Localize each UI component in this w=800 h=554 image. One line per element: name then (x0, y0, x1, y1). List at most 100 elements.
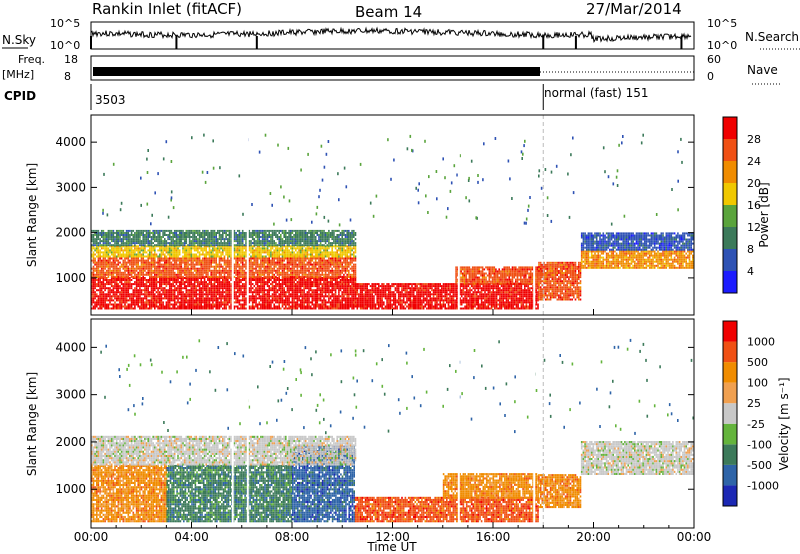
heatmap-cell (333, 273, 335, 276)
heatmap-cell (117, 279, 120, 281)
heatmap-cell (318, 263, 320, 266)
heatmap-cell (155, 305, 158, 308)
heatmap-cell (130, 253, 133, 256)
heatmap-cell (215, 293, 217, 296)
heatmap-cell (162, 269, 164, 272)
heatmap-cell (225, 279, 227, 281)
heatmap-cell (203, 257, 206, 260)
heatmap-cell (197, 299, 199, 302)
heatmap-cell (135, 285, 138, 288)
heatmap-cell (198, 247, 201, 250)
heatmap-cell (255, 275, 257, 278)
heatmap-cell (227, 281, 229, 284)
heatmap-cell (125, 229, 128, 232)
heatmap-cell (112, 303, 115, 306)
heatmap-cell (154, 236, 156, 238)
heatmap-cell (336, 297, 338, 300)
heatmap-cell (178, 240, 181, 243)
heatmap-cell (135, 236, 138, 238)
heatmap-cell (120, 283, 123, 286)
heatmap-cell (339, 285, 342, 288)
heatmap-cell (276, 283, 279, 286)
heatmap-cell (197, 261, 199, 264)
heatmap-cell (261, 281, 264, 284)
heatmap-cell (119, 291, 121, 294)
heatmap-cell (346, 267, 348, 270)
heatmap-cell (139, 259, 141, 262)
heatmap-cell (281, 273, 284, 276)
heatmap-cell (177, 234, 179, 236)
heatmap-cell (94, 261, 96, 264)
heatmap-cell (313, 261, 315, 264)
heatmap-cell (306, 261, 309, 264)
heatmap-cell (334, 273, 337, 276)
heatmap-cell (168, 307, 171, 310)
heatmap-cell (177, 269, 179, 272)
heatmap-cell (354, 281, 357, 284)
heatmap-cell (129, 253, 131, 256)
heatmap-cell (94, 305, 96, 308)
heatmap-cell (187, 273, 189, 276)
heatmap-cell (94, 244, 96, 247)
heatmap-cell (265, 271, 267, 274)
heatmap-cell (235, 287, 237, 290)
heatmap-cell (172, 236, 174, 238)
heatmap-cell (149, 283, 151, 286)
heatmap-cell (227, 265, 229, 268)
heatmap-cell (187, 275, 189, 278)
heatmap-cell (344, 305, 347, 308)
heatmap-cell (276, 249, 279, 252)
heatmap-cell (124, 236, 126, 238)
heatmap-cell (344, 267, 347, 270)
heatmap-cell (283, 271, 285, 274)
heatmap-cell (296, 253, 299, 256)
heatmap-cell (150, 275, 153, 278)
heatmap-cell (183, 281, 186, 284)
heatmap-cell (283, 291, 285, 294)
heatmap-cell (329, 285, 332, 288)
heatmap-cell (241, 261, 244, 264)
heatmap-cell (212, 287, 214, 290)
heatmap-cell (205, 287, 207, 290)
heatmap-cell (197, 285, 199, 288)
heatmap-cell (222, 265, 224, 268)
heatmap-cell (308, 253, 310, 256)
heatmap-cell (336, 281, 338, 284)
heatmap-cell (215, 287, 217, 290)
heatmap-cell (288, 249, 290, 252)
heatmap-cell (162, 291, 164, 294)
heatmap-cell (223, 247, 226, 250)
heatmap-cell (303, 253, 305, 256)
heatmap-cell (94, 267, 96, 270)
heatmap-cell (268, 265, 270, 268)
heatmap-cell (275, 261, 277, 264)
heatmap-cell (314, 307, 317, 310)
heatmap-cell (142, 242, 144, 245)
heatmap-cell (207, 307, 209, 310)
heatmap-cell (210, 251, 212, 254)
heatmap-cell (91, 267, 93, 270)
heatmap-cell (301, 255, 304, 258)
heatmap-cell (137, 299, 139, 302)
heatmap-cell (299, 271, 302, 274)
heatmap-cell (132, 257, 135, 260)
heatmap-cell (223, 291, 226, 294)
heatmap-cell (225, 261, 227, 264)
heatmap-cell (333, 255, 335, 258)
heatmap-cell (173, 253, 176, 256)
heatmap-cell (160, 229, 163, 232)
heatmap-cell (268, 289, 270, 292)
heatmap-cell (97, 301, 100, 304)
heatmap-cell (198, 275, 201, 278)
heatmap-cell (182, 257, 184, 260)
heatmap-cell (197, 303, 199, 306)
heatmap-cell (346, 263, 348, 266)
heatmap-cell (119, 287, 121, 290)
heatmap-cell (91, 238, 93, 241)
heatmap-cell (319, 307, 322, 310)
heatmap-cell (190, 307, 193, 310)
heatmap-cell (266, 279, 269, 281)
heatmap-cell (175, 295, 178, 298)
heatmap-cell (203, 247, 206, 250)
heatmap-cell (260, 285, 262, 288)
